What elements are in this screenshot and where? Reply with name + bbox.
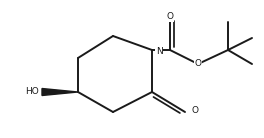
Polygon shape	[42, 88, 78, 95]
Text: O: O	[167, 12, 173, 21]
Text: O: O	[195, 59, 201, 68]
Text: O: O	[192, 106, 199, 115]
Text: HO: HO	[25, 87, 39, 96]
Text: N: N	[156, 47, 163, 56]
